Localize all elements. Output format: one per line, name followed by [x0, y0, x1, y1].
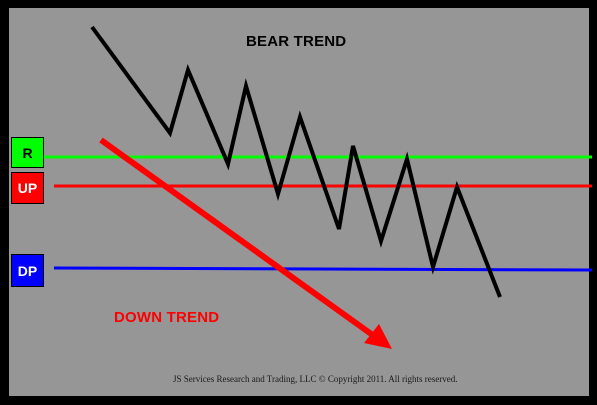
resistance-label: R [22, 144, 33, 161]
up-label-box: UP [11, 172, 44, 204]
down-trend-label: DOWN TREND [114, 309, 220, 326]
dp-label: DP [17, 262, 38, 279]
dp-line [53, 266, 593, 272]
diagram-title: BEAR TREND [246, 33, 347, 50]
diagram-background [9, 8, 589, 396]
copyright-notice: JS Services Research and Trading, LLC © … [173, 374, 458, 384]
down-trend-arrow-shaft [99, 137, 376, 339]
bear-price-path [90, 25, 502, 298]
down-trend-arrow-head [364, 324, 392, 349]
dp-label-box: DP [11, 254, 44, 287]
resistance-label-box: R [11, 137, 44, 168]
up-label: UP [17, 180, 38, 196]
